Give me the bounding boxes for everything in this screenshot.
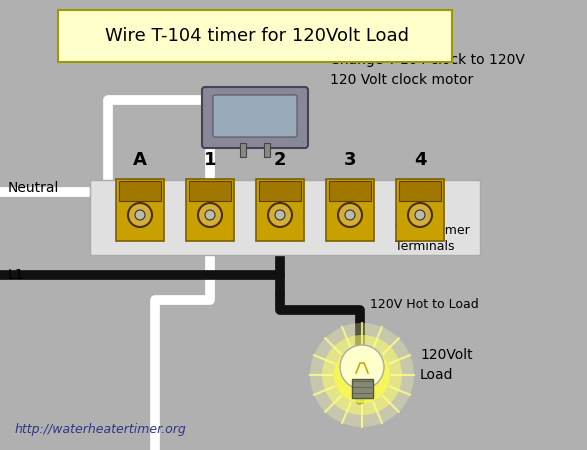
FancyBboxPatch shape [240,143,246,157]
Text: Wire T-104 timer for 120Volt Load: Wire T-104 timer for 120Volt Load [105,27,409,45]
Circle shape [128,203,152,227]
Text: L1: L1 [8,268,25,282]
Circle shape [334,347,390,403]
Text: 120 Volt clock motor: 120 Volt clock motor [330,73,473,87]
Circle shape [275,210,285,220]
FancyBboxPatch shape [264,143,270,157]
FancyBboxPatch shape [326,179,374,241]
Circle shape [268,203,292,227]
Text: Change T-104 clock to 120V: Change T-104 clock to 120V [330,53,525,67]
FancyBboxPatch shape [352,378,373,397]
Text: 1: 1 [204,151,216,169]
Text: A: A [133,151,147,169]
FancyBboxPatch shape [186,179,234,241]
Circle shape [338,203,362,227]
Text: 120Volt: 120Volt [420,348,473,362]
Text: 2: 2 [274,151,286,169]
Circle shape [205,210,215,220]
Text: Terminals: Terminals [395,240,454,253]
FancyBboxPatch shape [58,10,452,62]
Circle shape [310,323,414,427]
FancyBboxPatch shape [259,181,301,201]
FancyBboxPatch shape [90,180,480,255]
Circle shape [345,210,355,220]
Circle shape [415,210,425,220]
FancyBboxPatch shape [116,179,164,241]
FancyBboxPatch shape [396,179,444,241]
FancyBboxPatch shape [399,181,441,201]
Circle shape [198,203,222,227]
FancyBboxPatch shape [202,87,308,148]
Circle shape [340,345,384,389]
Text: 3: 3 [344,151,356,169]
Text: http://waterheatertimer.org: http://waterheatertimer.org [15,423,187,436]
FancyBboxPatch shape [119,181,161,201]
FancyBboxPatch shape [329,181,371,201]
Circle shape [135,210,145,220]
Text: 120V Hot to Load: 120V Hot to Load [370,298,479,311]
Text: Neutral: Neutral [8,181,59,195]
Text: T-104 Timer: T-104 Timer [395,224,470,237]
Text: 4: 4 [414,151,426,169]
Circle shape [408,203,432,227]
FancyBboxPatch shape [189,181,231,201]
Text: Load: Load [420,368,454,382]
FancyBboxPatch shape [213,95,297,137]
Circle shape [322,335,402,415]
FancyBboxPatch shape [256,179,304,241]
